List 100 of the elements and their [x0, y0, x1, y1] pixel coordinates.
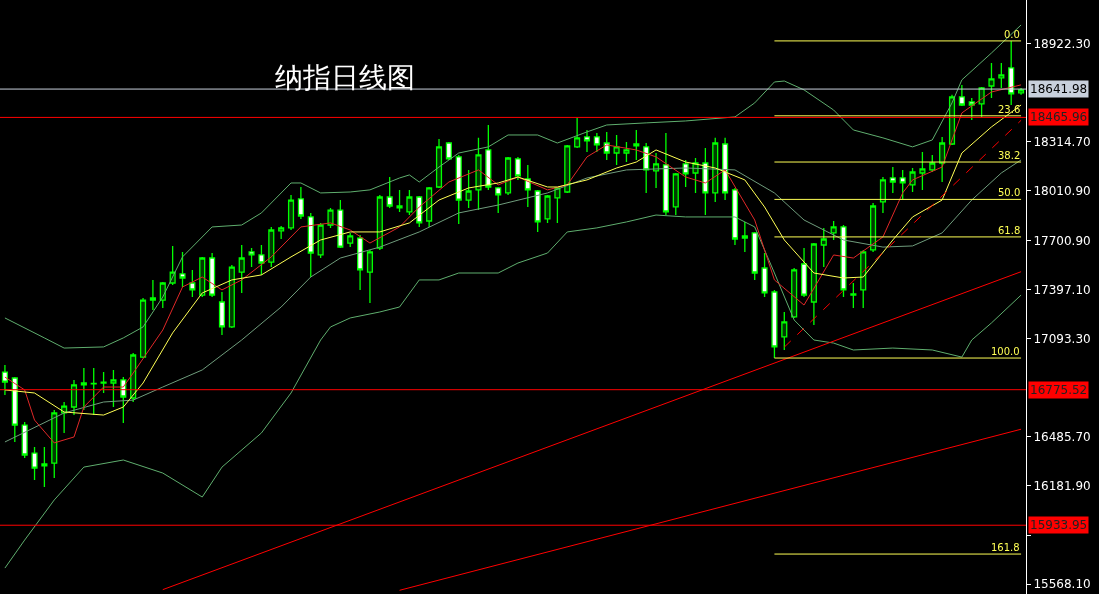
candlestick: [337, 199, 344, 249]
candlestick: [603, 131, 610, 161]
y-tick-label: 16485.70: [1033, 429, 1091, 444]
candlestick: [189, 269, 196, 298]
candlestick: [238, 244, 245, 294]
line-series: [4, 159, 1022, 443]
candlestick: [899, 169, 906, 200]
candlestick: [347, 232, 354, 248]
candlestick: [139, 297, 147, 359]
text: 纳指日线图: [275, 61, 415, 94]
candlestick: [771, 289, 778, 359]
candlestick: [100, 371, 107, 394]
candlestick: [761, 252, 768, 298]
series-label: 50.0: [998, 187, 1021, 198]
candlestick: [505, 156, 512, 196]
candlestick: [968, 97, 975, 121]
candlestick: [70, 379, 78, 416]
candlestick: [327, 207, 334, 229]
candlestick: [287, 194, 295, 231]
candlestick: [534, 189, 541, 233]
series-label: 161.8: [991, 542, 1020, 553]
candlestick: [662, 132, 669, 216]
y-tick-label: 18010.90: [1033, 183, 1091, 198]
candlestick: [31, 446, 38, 481]
candlestick: [21, 421, 28, 459]
candlestick: [218, 291, 226, 336]
candlestick: [90, 367, 97, 416]
candlestick: [376, 194, 383, 251]
candlestick: [386, 176, 393, 209]
candlestick: [712, 137, 719, 203]
y-tick-label: 17397.10: [1033, 282, 1091, 297]
candlestick: [879, 176, 887, 214]
candlestick: [791, 267, 798, 319]
candlestick: [426, 186, 433, 228]
candlestick: [633, 129, 640, 161]
candlestick: [228, 264, 235, 329]
candlestick: [80, 367, 87, 411]
candlestick: [445, 141, 452, 161]
candlestick: [731, 187, 739, 246]
ref-line-label: 18641.98: [1030, 82, 1088, 96]
candlestick: [554, 186, 561, 224]
candlestick: [475, 137, 482, 211]
candlestick: [258, 244, 265, 276]
y-tick-label: 17093.30: [1033, 331, 1091, 346]
candlestick: [366, 249, 374, 304]
candlestick: [51, 409, 58, 479]
candlestick: [564, 144, 571, 194]
series-label: 100.0: [991, 346, 1020, 357]
y-tick-label: 18314.70: [1033, 134, 1091, 149]
candlestick: [396, 189, 403, 213]
candlestick: [278, 225, 285, 240]
y-tick-label: 16181.90: [1033, 478, 1091, 493]
series-label: 0.0: [1004, 29, 1020, 40]
candlestick: [41, 446, 48, 488]
y-tick-label: 18922.30: [1033, 37, 1091, 52]
candlestick: [860, 249, 867, 309]
candlestick: [781, 311, 788, 351]
candlestick: [1, 364, 8, 396]
y-tick-label: 17700.90: [1033, 233, 1091, 248]
candlestick: [840, 224, 847, 298]
candlestick: [357, 234, 364, 291]
candlestick: [722, 137, 729, 201]
candlestick: [209, 252, 216, 298]
candlestick: [110, 369, 117, 408]
candlestick: [672, 172, 679, 216]
candlestick: [1008, 40, 1015, 106]
candlestick: [435, 138, 443, 189]
candlestick: [268, 226, 275, 268]
candlestick: [544, 194, 551, 224]
series-label: 61.8: [998, 225, 1021, 236]
candlestick: [307, 212, 314, 278]
candlestick: [889, 166, 896, 194]
candlestick: [574, 117, 581, 149]
series-label: 38.2: [998, 150, 1021, 161]
candlestick: [179, 251, 186, 288]
candlestick: [514, 156, 521, 181]
candlestick: [613, 134, 620, 166]
candlestick: [406, 189, 413, 216]
candlestick: [830, 220, 837, 241]
candlestick: [702, 147, 709, 216]
candlestick: [741, 221, 748, 253]
candlestick: [850, 282, 857, 309]
candlestick: [870, 202, 877, 253]
candlestick: [297, 186, 304, 220]
candlestick: [455, 154, 462, 225]
candlestick: [583, 129, 591, 153]
candlestick: [751, 231, 758, 281]
line-series: [4, 214, 1022, 569]
candlestick: [593, 132, 600, 153]
y-tick-label: 15568.10: [1033, 577, 1091, 592]
candlestick: [800, 247, 808, 298]
candlestick: [623, 141, 630, 163]
candlestick: [465, 169, 472, 209]
candlestick: [820, 227, 827, 268]
candlestick: [810, 242, 817, 326]
ref-line-label: 18465.96: [1030, 110, 1088, 124]
candlestick: [248, 247, 255, 268]
candlestick: [317, 222, 324, 259]
candlestick: [988, 62, 995, 99]
candlestick: [199, 256, 206, 298]
